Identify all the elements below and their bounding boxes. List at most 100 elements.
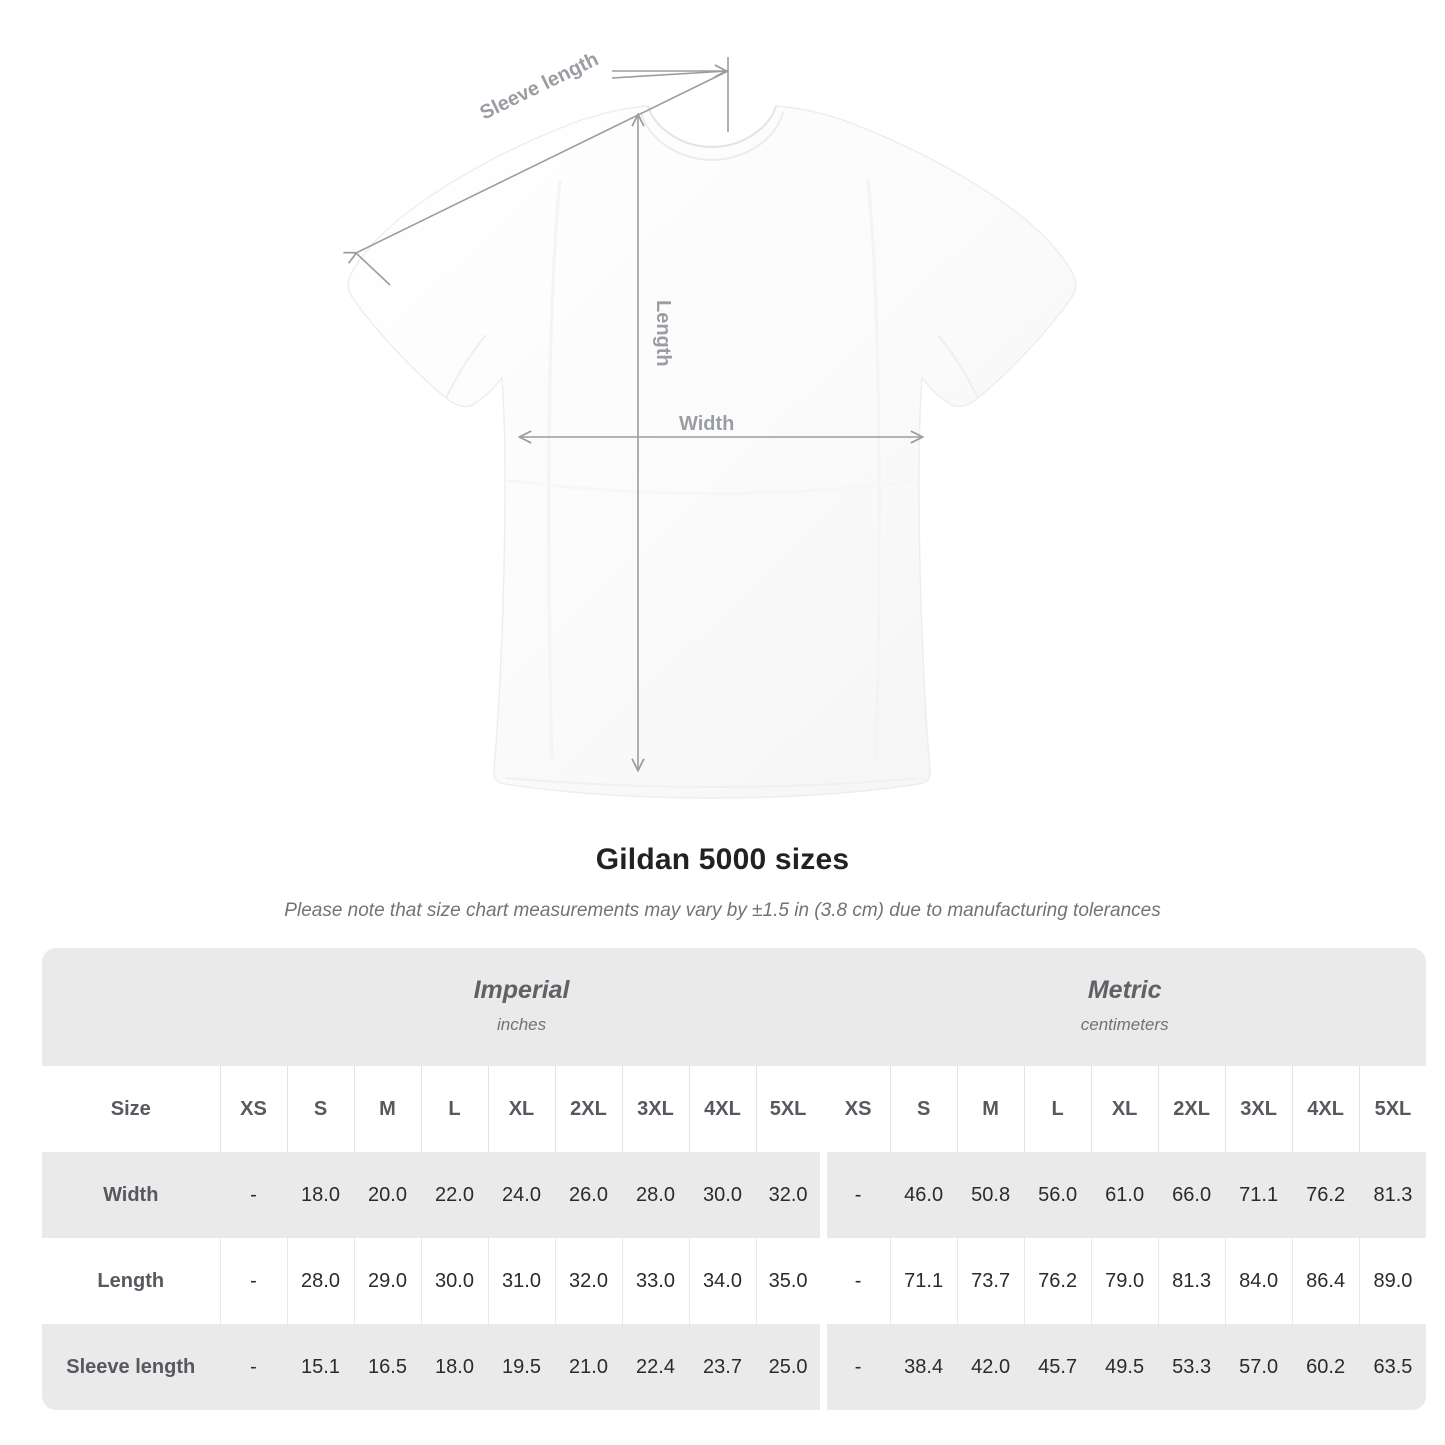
row-label-width: Width <box>42 1152 220 1238</box>
cell-metric-5xl: 89.0 <box>1358 1238 1427 1324</box>
cell-imperial-s: 28.0 <box>286 1238 354 1324</box>
cell-imperial-m: 20.0 <box>353 1152 421 1238</box>
table-row: Sleeve length -15.1 16.5 18.0 19.5 21.0 22.4 23… <box>42 1324 1427 1410</box>
cell-imperial-5xl: 25.0 <box>755 1324 827 1410</box>
cell-imperial-4xl: 23.7 <box>688 1324 756 1410</box>
cell-imperial-3xl: 22.4 <box>621 1324 689 1410</box>
width-label: Width <box>679 413 734 435</box>
sleeve-length-label: Sleeve length <box>477 48 603 124</box>
cell-imperial-xl: 19.5 <box>487 1324 555 1410</box>
cell-metric-m: 42.0 <box>956 1324 1025 1410</box>
column-header-imperial-2xl: 2XL <box>554 1066 622 1152</box>
unit-name: Imperial <box>473 976 570 1004</box>
column-header-metric-l: L <box>1023 1066 1092 1152</box>
column-header-metric-xl: XL <box>1090 1066 1159 1152</box>
cell-metric-s: 46.0 <box>889 1152 958 1238</box>
cell-metric-m: 73.7 <box>956 1238 1025 1324</box>
unit-band-spacer <box>42 948 220 1066</box>
cell-imperial-2xl: 32.0 <box>554 1238 622 1324</box>
cell-metric-l: 56.0 <box>1023 1152 1092 1238</box>
row-label-sleeve-length: Sleeve length <box>42 1324 220 1410</box>
column-header-size: Size <box>42 1066 220 1152</box>
row-label-length: Length <box>42 1238 220 1324</box>
column-header-imperial-3xl: 3XL <box>621 1066 689 1152</box>
cell-metric-xs: - <box>822 1152 891 1238</box>
cell-metric-3xl: 57.0 <box>1224 1324 1293 1410</box>
cell-imperial-s: 18.0 <box>286 1152 354 1238</box>
cell-imperial-xl: 24.0 <box>487 1152 555 1238</box>
cell-metric-4xl: 60.2 <box>1291 1324 1360 1410</box>
column-header-imperial-s: S <box>286 1066 354 1152</box>
cell-metric-xs: - <box>822 1324 891 1410</box>
cell-imperial-xl: 31.0 <box>487 1238 555 1324</box>
cell-imperial-m: 29.0 <box>353 1238 421 1324</box>
column-header-metric-4xl: 4XL <box>1291 1066 1360 1152</box>
cell-imperial-l: 22.0 <box>420 1152 488 1238</box>
cell-metric-l: 76.2 <box>1023 1238 1092 1324</box>
cell-metric-2xl: 53.3 <box>1157 1324 1226 1410</box>
cell-metric-5xl: 81.3 <box>1358 1152 1427 1238</box>
measurement-guides <box>356 57 922 770</box>
cell-metric-3xl: 84.0 <box>1224 1238 1293 1324</box>
column-header-imperial-xl: XL <box>487 1066 555 1152</box>
unit-band-row: Imperial inches Metric centimeters <box>42 948 1427 1066</box>
cell-imperial-5xl: 35.0 <box>755 1238 827 1324</box>
size-table: Imperial inches Metric centimeters Size XS S M L… <box>42 948 1427 1410</box>
cell-imperial-2xl: 26.0 <box>554 1152 622 1238</box>
cell-metric-4xl: 86.4 <box>1291 1238 1360 1324</box>
cell-metric-5xl: 63.5 <box>1358 1324 1427 1410</box>
tshirt-illustration <box>347 105 1077 799</box>
table-row: Width -18.0 20.0 22.0 24.0 26.0 28.0 30.0 32.0-4… <box>42 1152 1427 1238</box>
column-header-imperial-m: M <box>353 1066 421 1152</box>
unit-name: Metric <box>1087 976 1162 1004</box>
cell-imperial-l: 18.0 <box>420 1324 488 1410</box>
unit-header-imperial: Imperial inches <box>220 948 824 1066</box>
cell-metric-2xl: 66.0 <box>1157 1152 1226 1238</box>
cell-metric-l: 45.7 <box>1023 1324 1092 1410</box>
shoulder-leader <box>611 70 729 79</box>
cell-imperial-5xl: 32.0 <box>755 1152 827 1238</box>
cell-metric-4xl: 76.2 <box>1291 1152 1360 1238</box>
size-header-row: Size XS S M L XL 2XL 3XL 4XL 5XL XS S M L XL 2XL 3XL 4XL 5… <box>42 1066 1427 1152</box>
unit-header-metric: Metric centimeters <box>823 948 1427 1066</box>
cell-imperial-4xl: 34.0 <box>688 1238 756 1324</box>
column-header-metric-s: S <box>889 1066 958 1152</box>
unit-subtitle: inches <box>496 1015 547 1034</box>
column-header-metric-2xl: 2XL <box>1157 1066 1226 1152</box>
length-label: Length <box>652 300 674 367</box>
cell-imperial-xs: - <box>219 1238 287 1324</box>
cell-metric-xs: - <box>822 1238 891 1324</box>
column-header-metric-5xl: 5XL <box>1358 1066 1427 1152</box>
tolerance-note: Please note that size chart measurements… <box>284 900 1161 921</box>
cell-imperial-4xl: 30.0 <box>688 1152 756 1238</box>
chart-title-block: Gildan 5000 sizes Please note that size … <box>0 840 1445 924</box>
cell-imperial-xs: - <box>219 1324 287 1410</box>
cell-metric-xl: 79.0 <box>1090 1238 1159 1324</box>
sleeve-hem-leader <box>355 252 391 286</box>
sleeve-length-arrow <box>356 70 729 253</box>
column-header-metric-m: M <box>956 1066 1025 1152</box>
cell-metric-m: 50.8 <box>956 1152 1025 1238</box>
cell-imperial-l: 30.0 <box>420 1238 488 1324</box>
cell-metric-2xl: 81.3 <box>1157 1238 1226 1324</box>
column-header-imperial-5xl: 5XL <box>755 1066 827 1152</box>
cell-metric-s: 71.1 <box>889 1238 958 1324</box>
cell-imperial-m: 16.5 <box>353 1324 421 1410</box>
unit-subtitle: centimeters <box>1080 1015 1169 1034</box>
cell-metric-xl: 61.0 <box>1090 1152 1159 1238</box>
column-header-imperial-4xl: 4XL <box>688 1066 756 1152</box>
cell-imperial-3xl: 33.0 <box>621 1238 689 1324</box>
cell-metric-xl: 49.5 <box>1090 1324 1159 1410</box>
table-row: Length -28.0 29.0 30.0 31.0 32.0 33.0 34.0 35.0-… <box>42 1238 1427 1324</box>
cell-imperial-s: 15.1 <box>286 1324 354 1410</box>
cell-imperial-2xl: 21.0 <box>554 1324 622 1410</box>
column-header-imperial-l: L <box>420 1066 488 1152</box>
cell-imperial-3xl: 28.0 <box>621 1152 689 1238</box>
tshirt-measurement-diagram: Sleeve length Length Width <box>0 48 1077 799</box>
column-header-imperial-xs: XS <box>219 1066 287 1152</box>
column-header-metric-3xl: 3XL <box>1224 1066 1293 1152</box>
size-table-wrapper: Imperial inches Metric centimeters Size XS S M L… <box>42 948 1427 1410</box>
cell-metric-3xl: 71.1 <box>1224 1152 1293 1238</box>
cell-imperial-xs: - <box>219 1152 287 1238</box>
